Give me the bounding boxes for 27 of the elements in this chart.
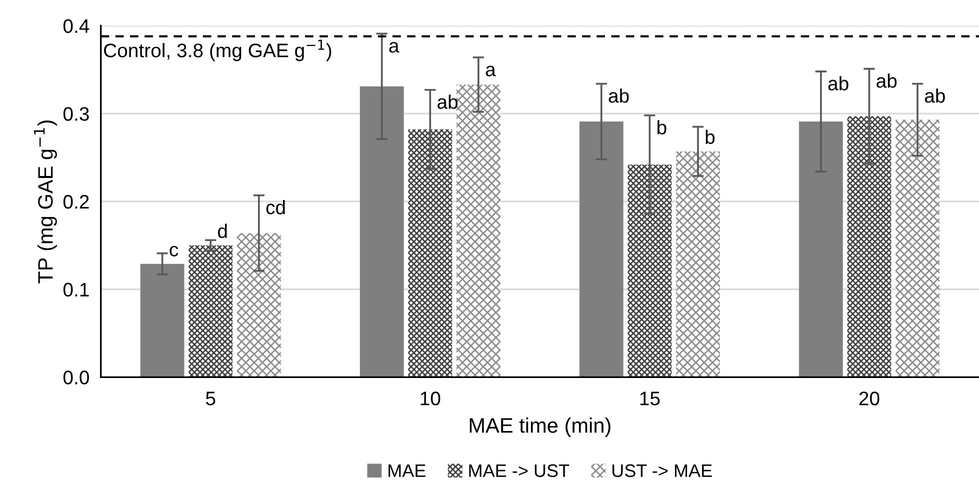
- data-label: ab: [608, 88, 629, 103]
- x-tick-label: 20: [859, 392, 880, 406]
- y-tick-label: 0.2: [63, 194, 89, 209]
- legend-label: MAE: [388, 464, 426, 477]
- y-axis-title: TP (mg GAE g$^{−1}$): [34, 120, 57, 284]
- x-tick-label: 5: [206, 392, 216, 406]
- data-label: cd: [266, 200, 285, 214]
- data-label: ab: [828, 76, 848, 90]
- data-label: ab: [438, 94, 458, 109]
- legend-label: UST -> MAE: [612, 464, 712, 478]
- y-tick-label: 0.3: [63, 107, 89, 121]
- x-tick-label: 15: [640, 392, 660, 406]
- data-label: d: [218, 224, 227, 238]
- data-label: a: [486, 66, 496, 76]
- ref-line-label: Control, 3.8 (mg GAE g$^{−1}$): [104, 40, 332, 62]
- y-tick-label: 0.1: [63, 282, 89, 297]
- data-label: b: [706, 130, 715, 144]
- data-label: c: [170, 246, 178, 256]
- y-tick-label: 0.0: [63, 370, 89, 384]
- y-tick-label: 0.4: [63, 19, 90, 33]
- legend-label: MAE -> UST: [469, 464, 570, 478]
- data-label: a: [389, 42, 400, 53]
- data-label: ab: [876, 74, 897, 88]
- data-label: b: [658, 120, 666, 134]
- x-axis-title: MAE time (min): [470, 418, 610, 437]
- x-tick-label: 10: [420, 392, 440, 406]
- data-label: ab: [924, 88, 945, 103]
